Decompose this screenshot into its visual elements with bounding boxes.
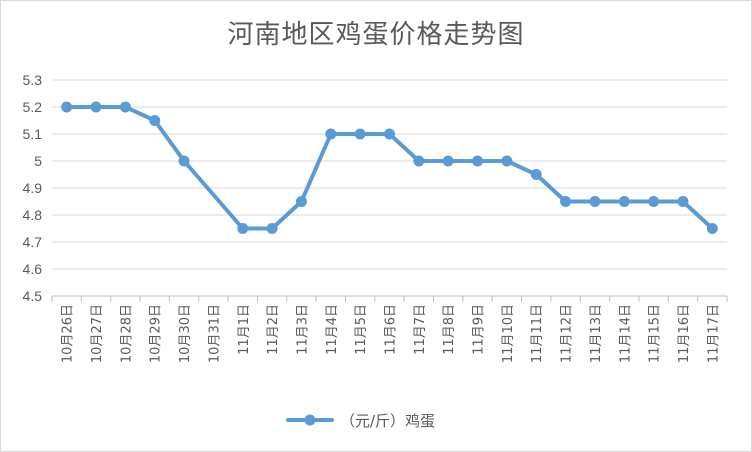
data-point [648, 196, 660, 207]
y-tick-label: 5 [34, 153, 42, 169]
data-point [413, 155, 425, 167]
x-tick-label: 10月29日 [149, 304, 164, 363]
x-tick-label: 11月12日 [560, 304, 575, 363]
chart-title: 河南地区鸡蛋价格走势图 [227, 20, 525, 50]
data-point [61, 101, 73, 113]
data-point [149, 115, 161, 126]
data-point [706, 223, 718, 234]
data-point [354, 128, 366, 140]
y-tick-label: 5.2 [23, 99, 43, 115]
data-point [325, 128, 337, 140]
data-point [384, 128, 395, 140]
y-tick-label: 4.6 [23, 261, 43, 277]
x-tick-label: 11月5日 [354, 304, 369, 355]
data-point [295, 196, 307, 207]
legend-label: （元/斤）鸡蛋 [340, 412, 435, 430]
y-tick-label: 4.5 [23, 288, 43, 304]
y-tick-label: 5.3 [23, 72, 43, 88]
data-point [442, 155, 454, 167]
x-tick-label: 10月31日 [207, 304, 222, 363]
x-tick-label: 11月11日 [530, 304, 545, 363]
data-point [589, 196, 601, 207]
series-layer [61, 101, 718, 234]
y-axis: 5.3 5.2 5.1 5 4.9 4.8 4.7 4.6 4.5 [23, 72, 43, 304]
legend-marker-swatch [304, 414, 316, 426]
x-tick-label: 11月17日 [706, 304, 721, 363]
x-axis: 10月26日 10月27日 10月28日 10月29日 10月30日 10月31日 11月1… [51, 295, 728, 363]
data-point [472, 155, 484, 167]
x-tick-label: 11月8日 [442, 304, 457, 355]
data-point [266, 223, 278, 234]
x-tick-label: 11月16日 [677, 304, 692, 363]
data-point [90, 101, 102, 113]
data-point [560, 196, 572, 207]
x-tick-label: 11月1日 [237, 304, 252, 355]
x-tick-label: 11月15日 [648, 304, 663, 363]
x-tick-label: 11月14日 [618, 304, 633, 363]
series-line [64, 105, 715, 231]
data-point [178, 155, 190, 167]
x-tick-label: 11月9日 [472, 304, 487, 355]
x-tick-label: 11月7日 [413, 304, 428, 355]
data-point [501, 155, 513, 167]
x-tick-label: 10月28日 [119, 304, 134, 363]
x-tick-label: 10月30日 [178, 304, 193, 363]
legend: （元/斤）鸡蛋 [286, 412, 435, 430]
x-tick-label: 11月6日 [384, 304, 399, 355]
y-tick-label: 5.1 [23, 126, 43, 142]
data-point [530, 169, 542, 180]
x-tick-label: 11月4日 [325, 304, 340, 355]
x-tick-label: 10月26日 [61, 304, 76, 363]
data-point [618, 196, 630, 207]
y-tick-label: 4.7 [23, 234, 43, 250]
x-tick-label: 11月3日 [295, 304, 310, 355]
data-point [237, 223, 249, 234]
y-tick-label: 4.8 [23, 207, 43, 223]
gridlines [52, 79, 727, 270]
data-point [119, 101, 131, 113]
x-tick-label: 10月27日 [90, 304, 105, 363]
x-tick-label: 11月10日 [501, 304, 516, 363]
data-point [677, 196, 689, 207]
x-tick-label: 11月13日 [589, 304, 604, 363]
x-tick-label: 11月2日 [266, 304, 281, 355]
y-tick-label: 4.9 [23, 180, 43, 196]
